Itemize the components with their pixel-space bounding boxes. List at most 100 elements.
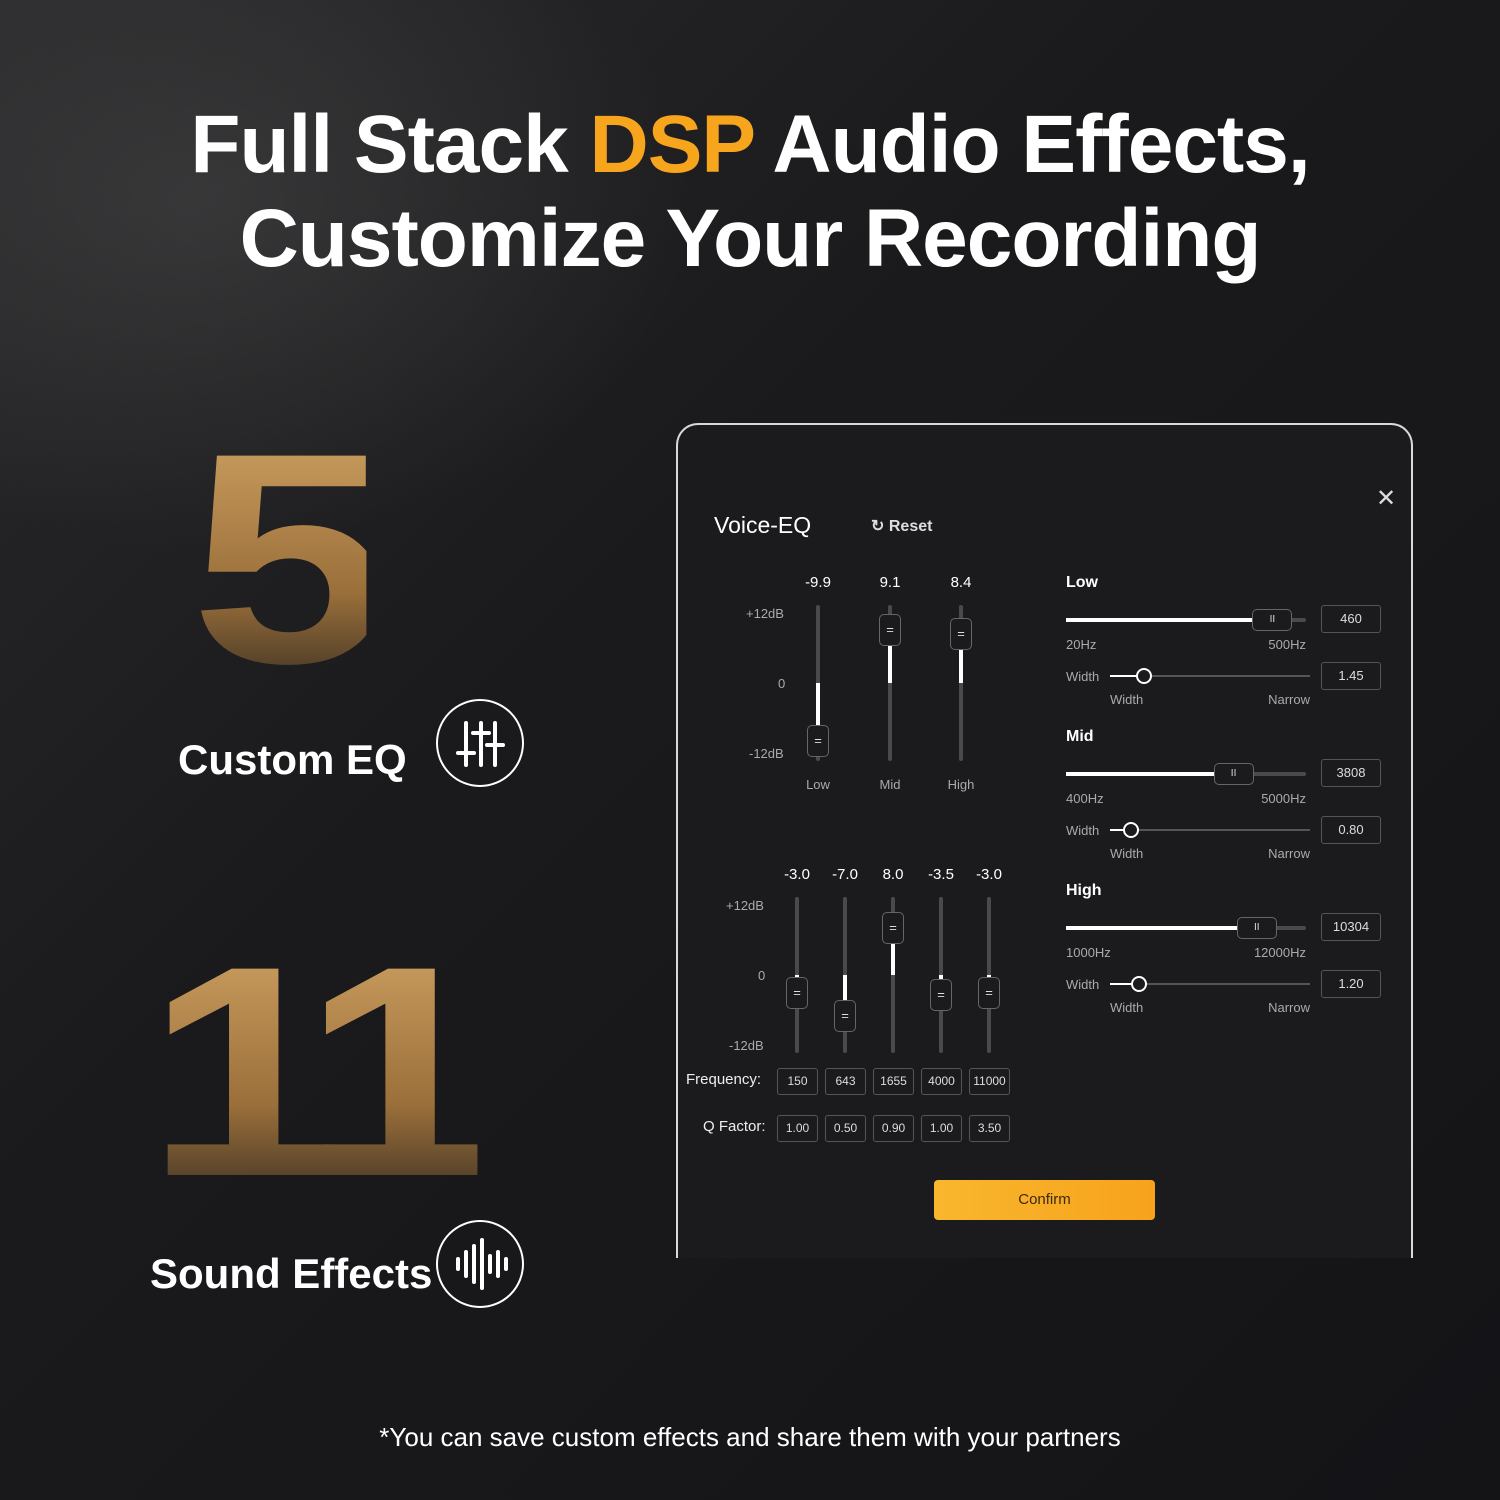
width-label: Width	[1066, 977, 1100, 992]
db-zero-label: 0	[778, 676, 786, 691]
width-slider-handle[interactable]	[1123, 822, 1139, 838]
width-max-label: Narrow	[1268, 692, 1310, 707]
eq3-slider-fill	[816, 683, 820, 741]
eq5-slider-fill	[891, 928, 895, 975]
eq5-slider-track[interactable]: =	[786, 897, 808, 1053]
frequency-input[interactable]: 643	[825, 1068, 866, 1095]
eq3-slider-fill	[959, 633, 963, 683]
frequency-slider-handle[interactable]: II	[1213, 763, 1254, 785]
reset-label: Reset	[888, 518, 933, 535]
band-label: High	[947, 777, 975, 792]
band-value: -7.0	[832, 866, 858, 883]
frequency-label: Frequency:	[686, 1071, 762, 1088]
eq3-slider-handle[interactable]: =	[807, 724, 829, 757]
eq5-slider-track[interactable]: =	[834, 897, 856, 1053]
band-value: 8.4	[950, 574, 972, 591]
confirm-button[interactable]: Confirm	[934, 1180, 1155, 1220]
eq5-slider-track[interactable]: =	[882, 897, 904, 1053]
eq3-slider-track[interactable]: =	[879, 605, 901, 761]
feature-number-eq: 5	[190, 385, 390, 731]
frequency-slider[interactable]: II	[1066, 917, 1306, 939]
q-factor-input[interactable]: 0.50	[825, 1115, 866, 1142]
headline-text: Audio Effects,	[753, 99, 1310, 190]
feature-number-effects: 11	[145, 898, 502, 1244]
db-zero-label: 0	[758, 968, 766, 983]
frequency-input[interactable]: 460	[1321, 605, 1381, 633]
waveform-icon	[436, 1220, 524, 1308]
band-value: -3.5	[928, 866, 954, 883]
eq5-slider-handle[interactable]: =	[834, 999, 856, 1032]
db-top-label: +12dB	[746, 606, 784, 621]
width-slider-fill	[1110, 829, 1131, 831]
width-slider-handle[interactable]	[1131, 976, 1147, 992]
width-max-label: Narrow	[1268, 1000, 1310, 1015]
range-max-label: 12000Hz	[1253, 945, 1306, 960]
band-label: Low	[806, 777, 830, 792]
eq3-slider-handle[interactable]: =	[950, 617, 972, 650]
range-min-label: 20Hz	[1066, 637, 1097, 652]
width-slider-fill	[1110, 983, 1139, 985]
q-factor-input[interactable]: 1.00	[777, 1115, 818, 1142]
width-slider[interactable]	[1110, 976, 1310, 992]
eq3-slider-track[interactable]: =	[807, 605, 829, 761]
q-factor-input[interactable]: 1.00	[921, 1115, 962, 1142]
band-value: 8.0	[882, 866, 904, 883]
width-slider-handle[interactable]	[1136, 668, 1152, 684]
q-factor-input[interactable]: 3.50	[969, 1115, 1010, 1142]
frequency-input[interactable]: 10304	[1321, 913, 1381, 941]
width-min-label: Width	[1110, 846, 1144, 861]
range-min-label: 1000Hz	[1066, 945, 1111, 960]
feature-label-effects: Sound Effects	[150, 1250, 433, 1297]
eq3-slider-handle[interactable]: =	[879, 613, 901, 646]
panel-title: Voice-EQ	[714, 512, 812, 538]
width-slider[interactable]	[1110, 668, 1310, 684]
frequency-slider-handle[interactable]: II	[1236, 917, 1277, 939]
headline-text: Full Stack	[190, 99, 590, 190]
width-slider[interactable]	[1110, 822, 1310, 838]
range-max-label: 5000Hz	[1261, 791, 1306, 806]
section-title: Low	[1066, 574, 1098, 591]
reset-button[interactable]: ↻ Reset	[871, 516, 932, 536]
section-title: Mid	[1066, 728, 1094, 745]
eq5-slider-handle[interactable]: =	[930, 979, 952, 1012]
eq5-slider-track[interactable]: =	[930, 897, 952, 1053]
band-label: Mid	[879, 777, 901, 792]
voice-eq-panel	[676, 423, 1413, 1258]
headline: Full Stack DSP Audio Effects, Customize …	[0, 98, 1500, 286]
q-factor-input[interactable]: 0.90	[873, 1115, 914, 1142]
eq3-slider-track[interactable]: =	[950, 605, 972, 761]
width-input[interactable]: 0.80	[1321, 816, 1381, 844]
width-input[interactable]: 1.20	[1321, 970, 1381, 998]
headline-accent: DSP	[589, 99, 755, 190]
band-value: -3.0	[976, 866, 1002, 883]
frequency-slider[interactable]: II	[1066, 609, 1306, 631]
frequency-slider-handle[interactable]: II	[1252, 609, 1293, 631]
eq5-slider-handle[interactable]: =	[786, 976, 808, 1009]
frequency-slider-fill	[1066, 618, 1269, 622]
width-min-label: Width	[1110, 692, 1144, 707]
width-min-label: Width	[1110, 1000, 1144, 1015]
width-label: Width	[1066, 823, 1100, 838]
band-value: 9.1	[879, 574, 901, 591]
eq5-slider-track[interactable]: =	[978, 897, 1000, 1053]
width-input[interactable]: 1.45	[1321, 662, 1381, 690]
frequency-input[interactable]: 3808	[1321, 759, 1381, 787]
q-factor-label: Q Factor:	[703, 1118, 766, 1135]
frequency-slider[interactable]: II	[1066, 763, 1306, 785]
frequency-input[interactable]: 150	[777, 1068, 818, 1095]
band-value: -3.0	[784, 866, 810, 883]
frequency-input[interactable]: 4000	[921, 1068, 962, 1095]
frequency-slider-fill	[1066, 772, 1230, 776]
refresh-icon: ↻	[871, 518, 889, 535]
frequency-input[interactable]: 1655	[873, 1068, 914, 1095]
eq5-slider-fill	[843, 975, 847, 1016]
feature-label-eq: Custom EQ	[178, 736, 407, 783]
headline-line2: Customize Your Recording	[239, 193, 1262, 284]
close-icon[interactable]: ✕	[1376, 485, 1397, 512]
eq5-slider-handle[interactable]: =	[882, 912, 904, 945]
sliders-icon	[436, 699, 524, 787]
band-value: -9.9	[805, 574, 831, 591]
width-label: Width	[1066, 669, 1100, 684]
frequency-input[interactable]: 11000	[969, 1068, 1010, 1095]
eq5-slider-handle[interactable]: =	[978, 976, 1000, 1009]
